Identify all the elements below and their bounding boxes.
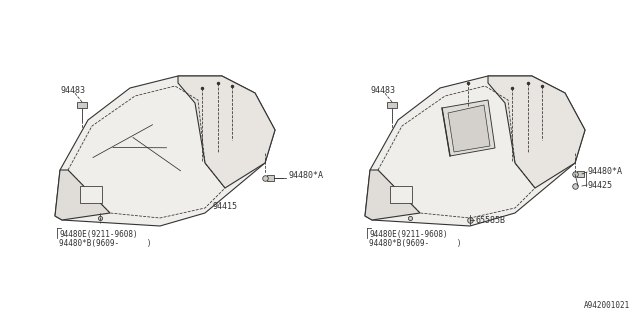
Text: 94415: 94415 — [212, 202, 237, 211]
Text: 94480*B(9609-      ): 94480*B(9609- ) — [369, 239, 461, 248]
PathPatch shape — [55, 76, 275, 226]
PathPatch shape — [178, 76, 275, 188]
Text: 94480*A: 94480*A — [288, 171, 323, 180]
Text: 94480E(9211-9608): 94480E(9211-9608) — [369, 230, 447, 239]
PathPatch shape — [442, 100, 495, 156]
PathPatch shape — [390, 186, 412, 203]
FancyBboxPatch shape — [77, 102, 87, 108]
PathPatch shape — [488, 76, 585, 188]
PathPatch shape — [365, 76, 585, 226]
Text: 94425: 94425 — [588, 180, 613, 189]
FancyBboxPatch shape — [577, 171, 584, 177]
Text: 94480E(9211-9608): 94480E(9211-9608) — [59, 230, 138, 239]
Text: 65585B: 65585B — [475, 215, 505, 225]
Text: 94483: 94483 — [60, 85, 85, 94]
FancyBboxPatch shape — [267, 175, 274, 181]
Text: 94480*A: 94480*A — [588, 166, 623, 175]
PathPatch shape — [55, 170, 110, 220]
PathPatch shape — [80, 186, 102, 203]
PathPatch shape — [448, 105, 490, 152]
Text: 94483: 94483 — [370, 85, 395, 94]
PathPatch shape — [365, 170, 420, 220]
Text: A942001021: A942001021 — [584, 301, 630, 310]
FancyBboxPatch shape — [387, 102, 397, 108]
Text: 94480*B(9609-      ): 94480*B(9609- ) — [59, 239, 152, 248]
